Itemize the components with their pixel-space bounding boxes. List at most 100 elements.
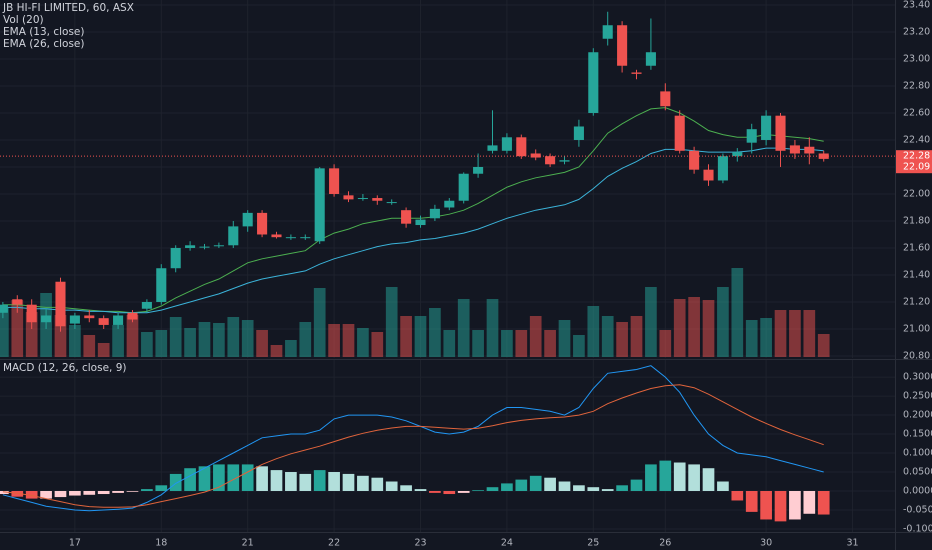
volume-bar xyxy=(616,322,628,357)
candle-body xyxy=(69,315,80,324)
macd-histogram-bar xyxy=(342,473,355,491)
y-tick-label: 20.80 xyxy=(903,350,930,361)
signal-line xyxy=(2,384,824,508)
candle-body xyxy=(732,152,743,157)
candle-body xyxy=(401,210,412,224)
volume-bar xyxy=(198,322,211,357)
volume-bar xyxy=(501,330,513,357)
candle-body xyxy=(444,200,455,208)
x-tick-label: 23 xyxy=(414,538,426,549)
volume-bar xyxy=(429,308,441,357)
macd-histogram-bar xyxy=(126,490,139,492)
x-tick-label: 25 xyxy=(587,538,599,549)
legend-volume: Vol (20) xyxy=(3,14,44,26)
macd-histogram-bar xyxy=(227,464,240,491)
volume-bar xyxy=(227,317,240,357)
macd-histogram-bar xyxy=(198,466,211,491)
macd-histogram-bar xyxy=(558,481,571,491)
candle-body xyxy=(242,212,253,227)
candle-body xyxy=(631,72,642,74)
x-tick-label: 22 xyxy=(328,538,340,549)
volume-bar xyxy=(817,334,830,357)
price-tag-label: 22.28 xyxy=(903,151,930,162)
volume-bar xyxy=(414,316,427,357)
volume-bar xyxy=(486,299,499,357)
macd-histogram-bar xyxy=(241,464,254,491)
volume-bar xyxy=(630,316,643,357)
x-tick-label: 24 xyxy=(501,538,513,549)
volume-bar xyxy=(270,345,283,357)
symbol-title: JB HI-FI LIMITED, 60, ASX xyxy=(2,2,134,14)
candle-body xyxy=(26,304,37,323)
candle-body xyxy=(545,156,556,165)
volume-bar xyxy=(645,287,657,357)
volume-bar xyxy=(760,318,772,357)
macd-histogram-bar xyxy=(69,490,81,496)
candle-body xyxy=(689,150,700,170)
candle-body xyxy=(170,247,181,269)
macd-histogram-bar xyxy=(0,490,9,495)
volume-bar xyxy=(443,330,456,357)
macd-histogram-bar xyxy=(817,490,830,515)
volume-bar xyxy=(25,312,38,357)
candle-body xyxy=(199,246,210,248)
candle-body xyxy=(617,25,628,66)
candle-body xyxy=(0,304,8,313)
volume-bar xyxy=(357,328,369,357)
macd-histogram-bar xyxy=(400,485,412,491)
y-tick-label: 23.40 xyxy=(903,0,930,10)
macd-histogram-bar xyxy=(83,490,96,495)
macd-histogram-bar xyxy=(659,460,672,491)
candle-body xyxy=(415,219,426,226)
volume-bar xyxy=(328,324,340,357)
candle-body xyxy=(789,145,800,154)
candle-body xyxy=(458,173,469,201)
y-tick-label: 21.80 xyxy=(903,215,930,226)
macd-histogram-bar xyxy=(414,489,427,491)
volume-bar xyxy=(83,335,96,357)
candle-body xyxy=(12,299,23,305)
macd-histogram-bar xyxy=(630,479,643,491)
x-tick-label: 31 xyxy=(846,538,858,549)
secondary-tag xyxy=(896,161,932,174)
candle-body xyxy=(674,115,685,151)
candle-body xyxy=(41,315,52,323)
y-tick-label: 21.20 xyxy=(903,296,930,307)
y-tick-label: 21.00 xyxy=(903,323,930,334)
candle-body xyxy=(818,153,829,159)
volume-bar xyxy=(69,325,81,357)
volume-bar xyxy=(371,332,384,357)
candle-body xyxy=(329,168,340,194)
volume-bar xyxy=(529,316,542,357)
candle-body xyxy=(372,198,383,201)
macd-histogram-bar xyxy=(97,490,110,495)
volume-bar xyxy=(558,320,571,357)
macd-histogram-bar xyxy=(429,490,441,493)
macd-histogram-bar xyxy=(745,490,758,512)
candle-body xyxy=(717,156,728,181)
macd-histogram-bar xyxy=(385,481,398,491)
macd-histogram-bar xyxy=(673,462,686,491)
price-tag xyxy=(896,150,932,163)
volume-bar xyxy=(256,330,268,357)
volume-bar xyxy=(731,268,744,357)
volume-bar xyxy=(342,324,355,357)
ema-line xyxy=(2,107,824,314)
macd-histogram-bar xyxy=(717,481,729,491)
macd-line xyxy=(2,365,824,512)
candle-body xyxy=(300,237,311,239)
macd-histogram-bar xyxy=(601,489,614,491)
x-tick-label: 26 xyxy=(659,538,671,549)
volume-bar xyxy=(285,340,297,357)
candle-body xyxy=(530,153,541,158)
macd-histogram-bar xyxy=(645,464,657,491)
candle-body xyxy=(761,115,772,140)
candle-body xyxy=(703,169,714,181)
volume-bar xyxy=(313,288,326,357)
volume-bar xyxy=(169,317,182,357)
macd-histogram-bar xyxy=(760,490,772,520)
